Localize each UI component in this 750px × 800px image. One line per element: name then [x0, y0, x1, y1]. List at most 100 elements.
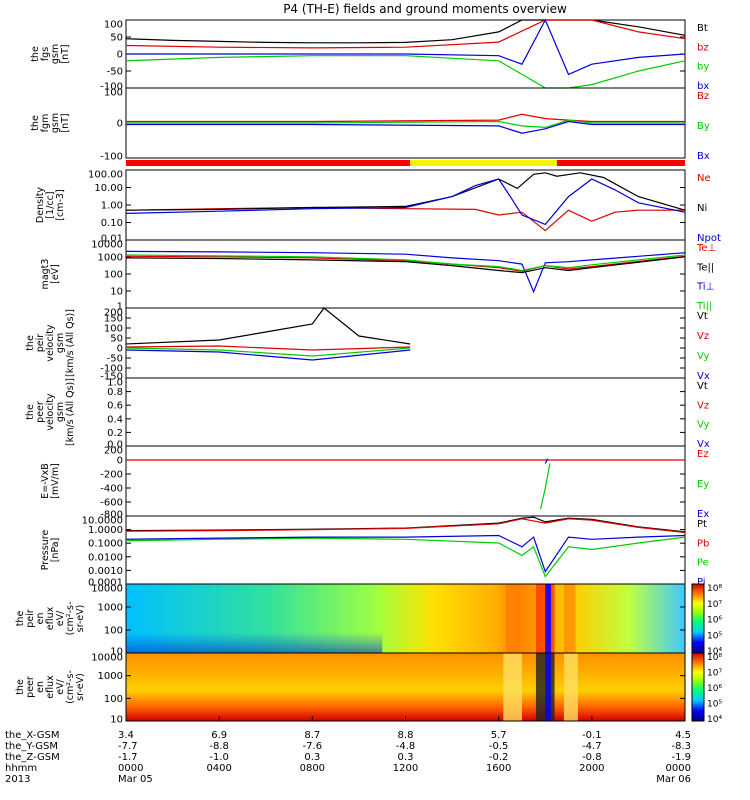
y-tick-label: 100	[104, 626, 123, 637]
legend-Ni: Ni	[697, 203, 707, 214]
y-tick-label: 150	[104, 314, 123, 325]
colorbar-label: 10⁵	[707, 631, 722, 641]
y-axis-label: the peir velocity gsm [km/s (All Qs)]	[25, 309, 76, 377]
legend-by: by	[697, 62, 709, 73]
legend-Vt: Vt	[697, 311, 708, 322]
y-tick-label: 0.2	[107, 428, 123, 439]
legend-Vy: Vy	[697, 351, 710, 362]
y-tick-label: 10.00	[94, 183, 123, 194]
y-tick-label: 100.00	[88, 170, 123, 181]
series-Ni	[125, 172, 686, 211]
y-axis-label-line: [km/s (All Qs)]	[65, 378, 76, 446]
panel-frame	[125, 515, 686, 585]
spectrogram-ion-band-0	[505, 584, 520, 653]
y-tick-label: -200	[100, 470, 123, 481]
x-column-value: -4.8	[396, 741, 416, 752]
legend-Vz: Vz	[697, 400, 709, 411]
colorbar-ramp	[691, 583, 705, 654]
y-tick-label: 10000	[91, 584, 123, 595]
y-axis-label-line: sr-eV)	[75, 605, 86, 633]
y-tick-label: 1	[117, 302, 123, 313]
x-column-value: Mar 06	[656, 774, 691, 785]
y-tick-label: 0.1000	[88, 539, 123, 550]
x-column-value: -1.9	[671, 752, 691, 763]
x-row-label: the_Y-GSM	[5, 741, 58, 752]
y-axis-label-line: the	[25, 404, 36, 420]
status-bar-red-left	[126, 160, 411, 166]
colorbar-label: 10⁴	[707, 715, 722, 725]
y-tick-label: 0	[117, 50, 123, 61]
legend-Ey: Ey	[697, 479, 709, 490]
y-tick-label: 0	[117, 344, 123, 355]
series-Te||	[125, 256, 686, 274]
legend-bz: bz	[697, 42, 709, 53]
y-tick-label: 1.0000	[88, 525, 123, 536]
x-column-value: 0.3	[304, 752, 320, 763]
y-axis-label-line: the	[15, 679, 26, 695]
y-tick-label: 0.01	[101, 234, 123, 245]
legend-Ti||: Ti||	[696, 301, 712, 312]
legend-Ex: Ex	[697, 509, 709, 520]
y-axis-label-line: [km/s (All Qs)]	[65, 309, 76, 377]
series-Ex	[544, 458, 549, 464]
y-axis-label-line: (cm²-s-	[65, 602, 76, 636]
x-row-label: hhmm	[5, 763, 37, 774]
legend-Bt: Bt	[697, 23, 708, 34]
y-tick-label: 100	[104, 270, 123, 281]
y-axis-label-line: the	[30, 46, 41, 62]
legend-Te||: Te||	[696, 262, 714, 273]
y-tick-label: 10	[110, 287, 123, 298]
legend-Te⊥: Te⊥	[696, 243, 716, 254]
x-column-value: 0000	[666, 763, 691, 774]
y-tick-label: -100	[100, 364, 123, 375]
legend-Vx: Vx	[697, 371, 710, 382]
x-column-value: 4.5	[675, 730, 691, 741]
series-Vy	[125, 347, 411, 357]
colorbar-2: 10⁸ 10⁷ 10⁶ 10⁵ 10⁴	[691, 652, 722, 725]
y-tick-label: 100	[104, 88, 123, 99]
y-axis-label-line: eV/	[55, 610, 66, 626]
legend-Vy: Vy	[697, 420, 710, 431]
x-column-value: -1.7	[118, 752, 138, 763]
legend-Pe: Pe	[697, 558, 709, 569]
y-tick-label: -100	[100, 82, 123, 93]
colorbar-label: 10⁵	[707, 700, 722, 710]
x-column-value: -7.7	[118, 741, 138, 752]
y-axis-label-line: [cm-3]	[55, 189, 66, 220]
status-bar-yellow	[410, 160, 557, 166]
y-tick-label: 1.0	[107, 378, 123, 389]
x-column-value: -0.2	[489, 752, 509, 763]
y-axis-label: the peir en eflux eV/(cm²-s-sr-eV)	[15, 602, 86, 636]
y-tick-label: -150	[100, 372, 123, 383]
x-column-value: 5.7	[491, 730, 507, 741]
y-tick-label: -800	[100, 510, 123, 521]
y-axis-label-line: eflux	[45, 675, 56, 699]
y-tick-label: 100	[104, 694, 123, 705]
y-tick-label: 0.0001	[88, 578, 123, 589]
legend-Bz: Bz	[697, 91, 709, 102]
x-column-value: -0.8	[582, 752, 602, 763]
y-axis-label-line: [nT]	[60, 44, 71, 63]
x-row-label: the_X-GSM	[5, 730, 59, 741]
y-axis-label-line: fgm	[40, 114, 51, 133]
legend-Ne: Ne	[697, 173, 711, 184]
legend-Vz: Vz	[697, 331, 709, 342]
y-axis-label: Pressure [nPa]	[40, 530, 61, 571]
x-column-value: 0.3	[398, 752, 414, 763]
y-tick-label: 10000	[91, 653, 123, 664]
y-tick-label: 200	[104, 308, 123, 319]
panel-frame	[125, 445, 686, 517]
y-axis-label-line: velocity	[45, 324, 56, 362]
colorbar-label: 10⁸	[707, 584, 722, 594]
y-tick-label: 10000	[91, 240, 123, 251]
x-column-value: Mar 05	[118, 774, 153, 785]
x-column-value: 8.8	[398, 730, 414, 741]
y-axis-label-line: peer	[35, 401, 46, 423]
y-tick-label: 10	[110, 647, 123, 658]
legend-Pb: Pb	[697, 538, 709, 549]
legend-Pt: Pt	[697, 519, 707, 530]
legend-Bx: Bx	[697, 151, 710, 162]
x-column-value: -7.6	[303, 741, 323, 752]
